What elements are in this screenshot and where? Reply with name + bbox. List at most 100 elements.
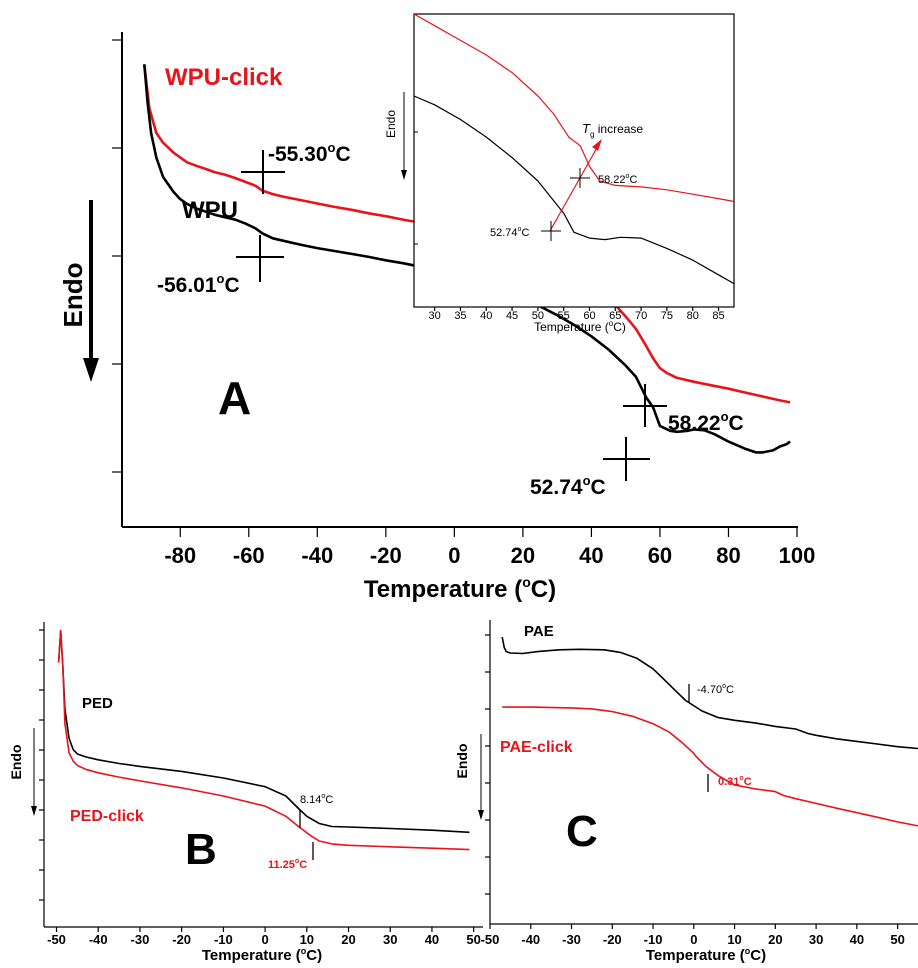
x-tick-label: 80 <box>687 310 699 322</box>
x-tick-label: -20 <box>172 932 191 947</box>
x-tick-label: 100 <box>779 543 816 568</box>
inset-tg-label-high: 58.22oC <box>598 173 637 186</box>
x-tick-label: 0 <box>690 932 697 947</box>
x-tick-label: 65 <box>609 310 621 322</box>
panel-b: -50 -40 -30 -20 -10 0 10 20 30 40 50 PED PED-click… <box>8 622 483 964</box>
x-tick-label: -40 <box>301 543 333 568</box>
label-pae: PAE <box>524 623 554 640</box>
x-tick-label: 0 <box>261 932 268 947</box>
x-tick-label: -50 <box>481 932 500 947</box>
x-tick-label: 50 <box>890 932 904 947</box>
series-line-pae-click <box>502 706 918 827</box>
x-tick-label: 50 <box>532 310 544 322</box>
series-line-wpu <box>413 95 735 285</box>
panel-a: -80 -60 -40 -20 0 20 40 60 80 100 WPU-click WPU -… <box>58 32 815 603</box>
x-tick-label: 75 <box>661 310 673 322</box>
panel-c-y-ticks <box>485 634 490 895</box>
panel-b-x-ticks: -50 -40 -30 -20 -10 0 10 20 30 40 50 <box>47 927 481 947</box>
tg-label-wpu-low: -56.01oC <box>157 271 240 297</box>
x-tick-label: 85 <box>712 310 724 322</box>
inset-tg-increase-label: Tg increase <box>582 121 643 139</box>
x-tick-label: 20 <box>511 543 535 568</box>
x-tick-label: 30 <box>383 932 397 947</box>
panel-a-endo-arrow-head <box>83 358 99 382</box>
inset-xlabel: Temperature (oC) <box>534 319 626 334</box>
label-wpu: WPU <box>182 197 238 224</box>
panel-a-x-ticks: -80 -60 -40 -20 0 20 40 60 80 100 <box>164 527 815 568</box>
x-tick-label: -20 <box>370 543 402 568</box>
x-tick-label: -30 <box>562 932 581 947</box>
x-tick-label: -20 <box>603 932 622 947</box>
inset-frame <box>413 13 735 308</box>
label-ped-click: PED-click <box>70 808 144 825</box>
panel-c-letter: C <box>566 807 598 856</box>
label-wpu-click: WPU-click <box>165 64 283 91</box>
panel-b-y-ticks <box>39 629 44 901</box>
x-tick-label: 0 <box>448 543 460 568</box>
x-tick-label: -10 <box>644 932 663 947</box>
panel-a-y-ticks <box>112 39 122 473</box>
series-line-wpu-click <box>413 13 735 203</box>
series-line-ped <box>57 629 470 834</box>
panel-b-letter: B <box>185 825 217 874</box>
x-tick-label: -40 <box>521 932 540 947</box>
x-tick-label: -40 <box>89 932 108 947</box>
panel-a-inset: 30 35 40 45 50 55 60 65 70 75 80 85 Tg increase 58.… <box>384 13 735 334</box>
series-line-pae <box>501 636 918 750</box>
x-tick-label: 40 <box>480 310 492 322</box>
x-tick-label: -10 <box>214 932 233 947</box>
x-tick-label: -50 <box>47 932 66 947</box>
inset-crosshairs <box>541 168 590 241</box>
inset-ylabel-endo: Endo <box>384 110 398 138</box>
tg-label-wpu-high: 52.74oC <box>530 473 606 499</box>
x-tick-label: 10 <box>727 932 741 947</box>
inset-tg-arrow-head <box>592 139 602 151</box>
x-tick-label: 80 <box>716 543 740 568</box>
panel-c-series <box>501 636 918 827</box>
x-tick-label: 20 <box>768 932 782 947</box>
panel-a-tg-markers <box>236 150 667 481</box>
x-tick-label: 45 <box>506 310 518 322</box>
x-tick-label: 70 <box>635 310 647 322</box>
inset-endo-arrow-head <box>401 170 407 180</box>
tg-label-ped: 8.14oC <box>300 793 333 806</box>
x-tick-label: 60 <box>648 543 672 568</box>
x-tick-label: 35 <box>454 310 466 322</box>
inset-tg-arrow-shaft <box>549 145 599 232</box>
x-tick-label: 20 <box>341 932 355 947</box>
x-tick-label: 30 <box>809 932 823 947</box>
label-ped: PED <box>82 695 113 712</box>
panel-b-ylabel-endo: Endo <box>8 745 24 780</box>
panel-c-endo-arrow-head <box>478 810 484 820</box>
inset-series <box>413 13 735 285</box>
panel-a-letter: A <box>218 372 251 424</box>
label-pae-click: PAE-click <box>500 739 573 756</box>
x-tick-label: 10 <box>300 932 314 947</box>
x-tick-label: -30 <box>131 932 150 947</box>
tg-label-pae-click: 0.31oC <box>718 775 752 788</box>
panel-b-series <box>57 629 470 851</box>
panel-c-xlabel: Temperature (oC) <box>646 946 766 964</box>
series-line-ped-click <box>57 629 470 851</box>
tg-label-wpu-click-high: 58.22oC <box>668 409 744 435</box>
x-tick-label: 40 <box>579 543 603 568</box>
tg-label-ped-click: 11.25oC <box>268 858 307 871</box>
inset-tg-label-low: 52.74oC <box>490 226 529 239</box>
x-tick-label: 50 <box>466 932 480 947</box>
inset-x-ticks: 30 35 40 45 50 55 60 65 70 75 80 85 <box>429 307 725 322</box>
x-tick-label: -60 <box>233 543 265 568</box>
panel-c: -50 -40 -30 -20 -10 0 10 20 30 40 50 PAE PAE-click… <box>454 620 918 964</box>
x-tick-label: 60 <box>583 310 595 322</box>
panel-a-xlabel: Temperature (oC) <box>364 574 556 603</box>
panel-b-endo-arrow-head <box>31 806 37 816</box>
x-tick-label: 55 <box>558 310 570 322</box>
panel-c-ylabel-endo: Endo <box>454 744 470 779</box>
x-tick-label: 40 <box>425 932 439 947</box>
x-tick-label: 40 <box>850 932 864 947</box>
panel-a-ylabel-endo: Endo <box>58 263 88 328</box>
x-tick-label: -80 <box>164 543 196 568</box>
x-tick-label: 30 <box>429 310 441 322</box>
panel-b-xlabel: Temperature (oC) <box>202 946 322 964</box>
tg-label-pae: -4.70oC <box>697 683 734 696</box>
